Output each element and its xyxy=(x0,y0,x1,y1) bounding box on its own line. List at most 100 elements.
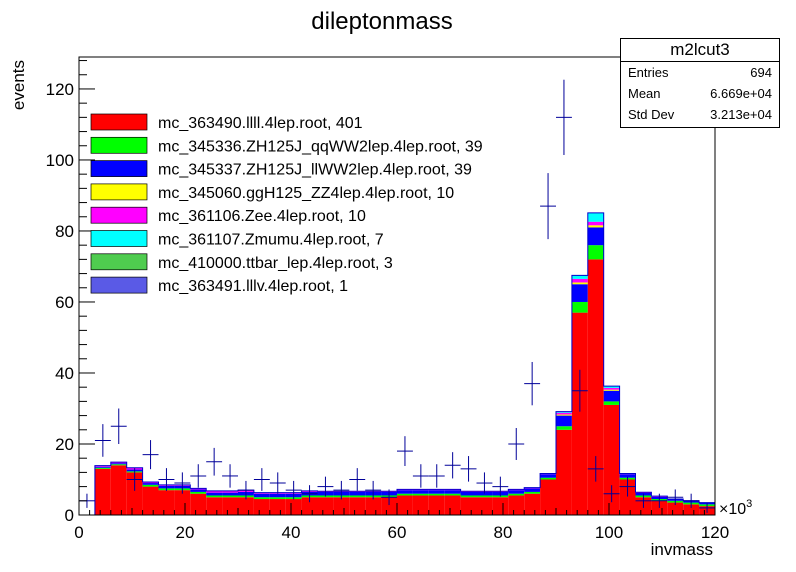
y-tick-label: 80 xyxy=(55,222,74,241)
bar-segment xyxy=(412,493,429,496)
bar-segment xyxy=(94,467,111,469)
legend-entry: mc_363491.lllv.4lep.root, 1 xyxy=(90,276,348,295)
bar-segment xyxy=(94,465,111,467)
y-axis: 0 20 40 60 80 100 120 xyxy=(46,60,95,525)
bar-segment xyxy=(349,497,366,515)
legend-swatch xyxy=(90,113,148,131)
bar-segment xyxy=(444,495,461,515)
bar-segment xyxy=(460,497,477,515)
legend-swatch xyxy=(90,136,148,154)
stats-entries-value: 694 xyxy=(750,65,772,80)
data-point xyxy=(524,361,541,406)
bar-segment xyxy=(603,404,620,515)
data-point xyxy=(508,428,525,460)
bar-segment xyxy=(365,497,382,515)
bar-segment xyxy=(110,463,127,465)
data-point xyxy=(412,464,429,488)
bar-segment xyxy=(603,401,620,405)
stats-std-row: Std Dev 3.213e+04 xyxy=(621,104,779,125)
bar-segment xyxy=(428,490,445,494)
stats-std-label: Std Dev xyxy=(628,107,675,122)
bar-segment xyxy=(524,493,541,515)
stats-mean-row: Mean 6.669e+04 xyxy=(621,83,779,104)
y-tick-label: 60 xyxy=(55,293,74,312)
legend: mc_363490.llll.4lep.root, 401 mc_345336.Z… xyxy=(90,113,483,295)
bar-segment xyxy=(556,429,572,515)
bar-segment xyxy=(540,479,556,515)
data-point xyxy=(619,476,636,497)
bar-segment xyxy=(508,495,525,515)
stats-mean-label: Mean xyxy=(628,86,661,101)
bar-segment xyxy=(587,225,604,228)
bar-segment xyxy=(683,504,700,515)
data-point xyxy=(142,440,159,470)
bar-segment xyxy=(206,495,223,498)
bar-segment xyxy=(269,493,286,498)
bar-segment xyxy=(142,486,159,515)
stacked-histogram xyxy=(94,212,716,515)
bar-segment xyxy=(460,491,477,496)
bar-segment xyxy=(603,386,620,388)
data-point xyxy=(269,472,286,494)
bar-segment xyxy=(444,490,461,494)
legend-label: mc_345060.ggH125_ZZ4lep.4lep.root, 10 xyxy=(158,185,454,202)
x-axis-multiplier: ×103 xyxy=(719,498,752,518)
stats-entries-label: Entries xyxy=(628,65,669,80)
bar-segment xyxy=(492,497,509,515)
legend-swatch xyxy=(90,183,148,201)
data-point xyxy=(540,173,556,240)
data-point xyxy=(206,447,223,476)
data-point xyxy=(556,79,572,155)
bar-segment xyxy=(476,497,493,515)
bar-segment xyxy=(222,492,238,496)
bar-segment xyxy=(317,497,334,515)
bar-segment xyxy=(428,495,445,515)
data-point xyxy=(190,464,207,488)
chart-title: dileptonmass xyxy=(311,8,452,35)
stats-entries-row: Entries 694 xyxy=(621,62,779,83)
x-tick-label: 20 xyxy=(176,523,195,542)
legend-entry: mc_361106.Zee.4lep.root, 10 xyxy=(90,206,366,225)
data-point xyxy=(333,480,350,500)
bar-segment xyxy=(301,497,318,515)
data-point xyxy=(365,480,382,500)
bar-segment xyxy=(524,491,541,494)
data-point xyxy=(699,502,715,513)
x-tick-label: 80 xyxy=(494,523,513,542)
bar-segment xyxy=(174,490,191,515)
legend-swatch xyxy=(90,253,148,271)
legend-entry: mc_345337.ZH125J_llWW2lep.4lep.root, 39 xyxy=(90,160,472,179)
data-point xyxy=(460,456,477,482)
bar-segment xyxy=(540,477,556,480)
data-point xyxy=(683,493,700,508)
bar-segment xyxy=(94,466,111,468)
stats-box: m2lcut3 Entries 694 Mean 6.669e+04 Std D… xyxy=(620,38,780,128)
data-point xyxy=(587,456,604,482)
bar-segment xyxy=(110,464,127,466)
bar-segment xyxy=(444,493,461,496)
legend-swatch xyxy=(90,276,148,294)
bar-segment xyxy=(222,497,238,515)
x-axis: 0 20 40 60 80 100 120 xyxy=(74,503,729,542)
bar-segment xyxy=(190,491,207,494)
bar-segment xyxy=(619,474,636,478)
stats-std-value: 3.213e+04 xyxy=(710,107,772,122)
bar-segment xyxy=(508,490,525,494)
bar-segment xyxy=(206,492,223,496)
x-tick-label: 40 xyxy=(282,523,301,542)
data-point xyxy=(285,480,302,500)
data-point xyxy=(603,485,620,503)
stats-title: m2lcut3 xyxy=(621,39,779,62)
bar-segment xyxy=(349,495,366,498)
x-tick-label: 100 xyxy=(595,523,623,542)
bar-segment xyxy=(253,499,270,515)
bar-segment xyxy=(397,495,413,515)
legend-swatch xyxy=(90,206,148,224)
x-tick-label: 0 xyxy=(74,523,83,542)
legend-label: mc_345336.ZH125J_qqWW2lep.4lep.root, 39 xyxy=(158,138,483,155)
bar-segment xyxy=(556,411,572,413)
legend-label: mc_363490.llll.4lep.root, 401 xyxy=(158,115,363,132)
legend-swatch xyxy=(90,230,148,247)
bar-segment xyxy=(603,390,620,402)
